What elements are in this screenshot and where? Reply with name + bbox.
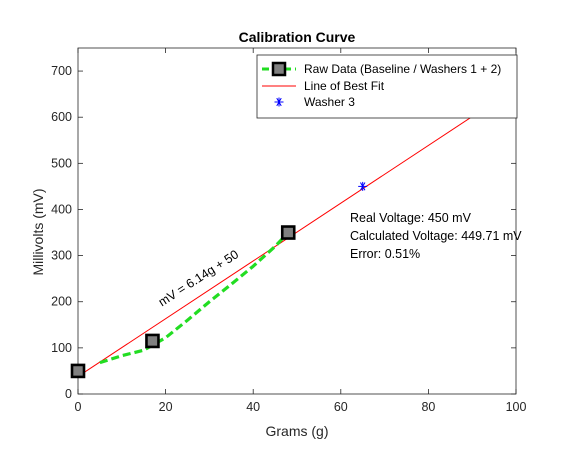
x-tick-label: 80 (421, 400, 435, 414)
x-tick-label: 0 (75, 400, 82, 414)
washer-3-layer (358, 181, 368, 191)
x-tick-label: 100 (506, 400, 527, 414)
raw-data-layer (70, 225, 296, 379)
x-tick-label: 20 (159, 400, 173, 414)
plot-frame (77, 47, 517, 395)
y-tick-label: 0 (65, 387, 72, 401)
y-tick-label: 100 (51, 341, 72, 355)
legend-washer-marker (274, 97, 284, 107)
error-annotation: Error: 0.51% (350, 247, 420, 261)
x-tick-label: 60 (334, 400, 348, 414)
x-tick-label: 40 (246, 400, 260, 414)
legend-washer-asterisk (274, 97, 284, 107)
equation-annotation: mV = 6.14g + 50 (156, 247, 241, 309)
y-tick-label: 400 (51, 202, 72, 216)
legend: Raw Data (Baseline / Washers 1 + 2) Line… (256, 54, 518, 119)
best-fit-layer (79, 87, 517, 376)
washer-3-point (358, 181, 368, 191)
raw-data-point (70, 363, 86, 379)
raw-data-line (99, 231, 290, 365)
real-voltage-annotation: Real Voltage: 450 mV (350, 211, 472, 225)
best-fit-line (79, 87, 517, 376)
y-tick-label: 700 (51, 64, 72, 78)
y-tick-label: 600 (51, 110, 72, 124)
legend-raw-label: Raw Data (Baseline / Washers 1 + 2) (304, 62, 501, 76)
legend-raw-marker (271, 61, 287, 77)
y-tick-label: 200 (51, 295, 72, 309)
y-tick-label: 500 (51, 156, 72, 170)
x-axis-label: Grams (g) (266, 423, 329, 439)
y-axis-label: Millivolts (mV) (30, 188, 46, 275)
y-tick-label: 300 (51, 249, 72, 263)
raw-data-point (280, 225, 296, 240)
axes: 0 20 40 60 80 100 0 100 200 300 400 500 600 700 (51, 47, 527, 414)
legend-washer-label: Washer 3 (304, 95, 355, 109)
chart-title: Calibration Curve (239, 29, 356, 45)
legend-fit-label: Line of Best Fit (304, 79, 385, 93)
calculated-voltage-annotation: Calculated Voltage: 449.71 mV (350, 229, 522, 243)
raw-data-point (145, 333, 160, 349)
legend-box (256, 54, 518, 119)
